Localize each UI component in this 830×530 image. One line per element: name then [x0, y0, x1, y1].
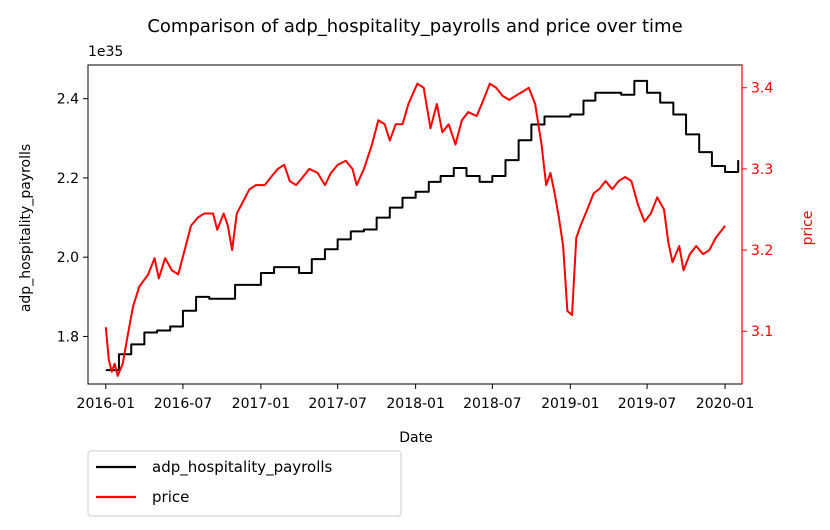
- legend-label-adp-hospitality-payrolls: adp_hospitality_payrolls: [152, 458, 333, 477]
- y-axis-left-label: adp_hospitality_payrolls: [18, 144, 34, 312]
- y-left-tick-label: 2.0: [57, 250, 79, 266]
- y-left-tick-label: 1.8: [57, 329, 79, 345]
- x-tick-label: 2019-07: [618, 396, 677, 412]
- series-line-adp-hospitality-payrolls: [105, 79, 740, 372]
- y-right-tick-label: 3.3: [751, 162, 773, 178]
- legend-box: [87, 450, 402, 517]
- plot-frame: [87, 64, 743, 385]
- y-right-tick-label: 3.1: [751, 324, 773, 340]
- x-tick-label: 2016-07: [154, 396, 213, 412]
- series-line-price: [104, 82, 726, 377]
- x-tick-label: 2017-01: [232, 396, 291, 412]
- chart-title: Comparison of adp_hospitality_payrolls a…: [147, 16, 682, 37]
- x-tick-label: 2016-01: [77, 396, 136, 412]
- x-tick-label: 2019-01: [541, 396, 600, 412]
- x-tick-label: 2020-01: [696, 396, 755, 412]
- y-right-tick-label: 3.4: [751, 81, 773, 97]
- left-axis-offset-text: 1e35: [88, 44, 123, 60]
- y-left-tick-label: 2.4: [57, 92, 79, 108]
- y-axis-right-label: price: [800, 211, 816, 246]
- y-left-tick-label: 2.2: [57, 171, 79, 187]
- x-tick-label: 2018-01: [386, 396, 445, 412]
- legend: adp_hospitality_payrolls price: [87, 450, 402, 517]
- x-tick-label: 2018-07: [463, 396, 522, 412]
- axes-layer: 2016-01 2016-07 2017-01 2017-07 2018-01 2018-…: [57, 64, 773, 412]
- series-layer: [104, 79, 740, 377]
- x-axis-label: Date: [399, 430, 432, 446]
- legend-label-price: price: [152, 488, 189, 506]
- x-tick-label: 2017-07: [308, 396, 367, 412]
- y-right-tick-label: 3.2: [751, 243, 773, 259]
